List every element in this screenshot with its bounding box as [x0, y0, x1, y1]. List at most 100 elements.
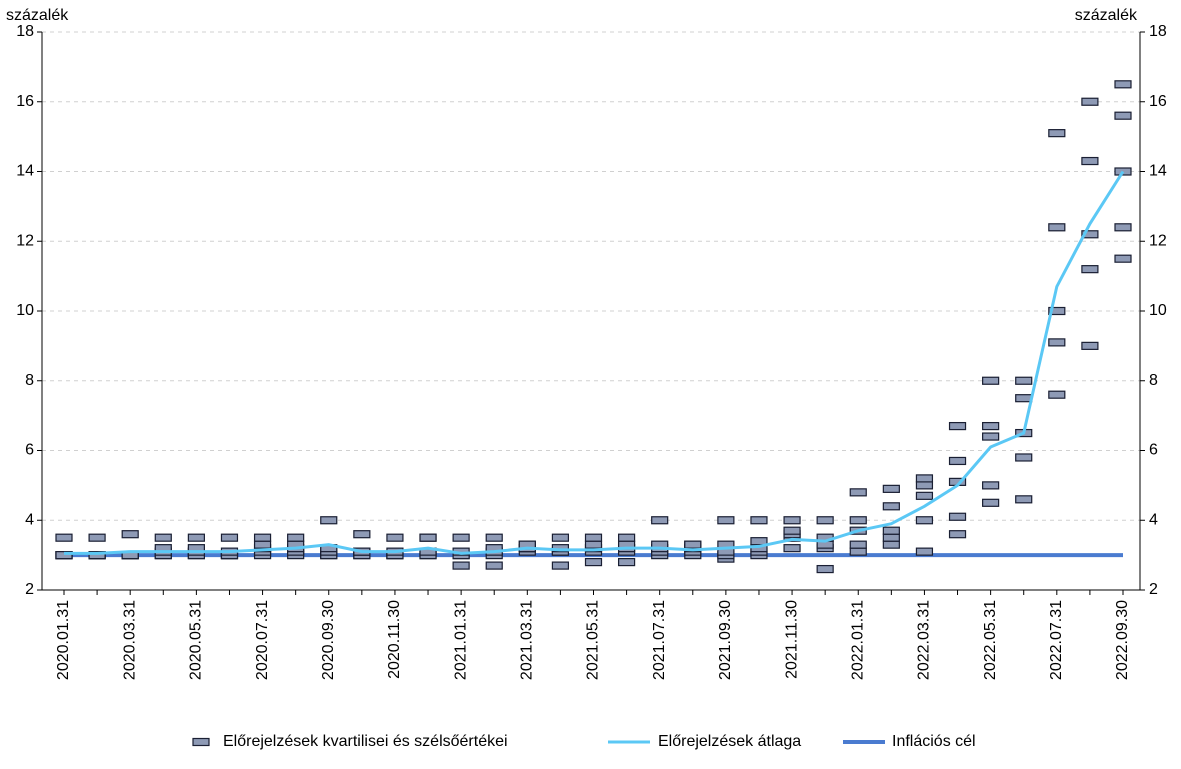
quartile-marker: [551, 561, 570, 570]
quartile-marker: [55, 533, 73, 542]
y2-tick-label: 10: [1149, 302, 1167, 319]
quartile-marker: [353, 530, 371, 539]
quartile-marker: [849, 488, 867, 497]
quartile-marker: [1114, 111, 1132, 120]
y-tick-label: 6: [25, 442, 34, 459]
quartile-marker: [88, 551, 106, 560]
quartile-marker: [88, 533, 106, 542]
y2-tick-label: 16: [1149, 93, 1167, 110]
quartile-marker: [485, 561, 503, 570]
quartile-marker: [1015, 495, 1033, 504]
quartile-marker: [1114, 223, 1132, 232]
quartile-marker: [982, 432, 1000, 441]
quartile-marker: [816, 564, 834, 574]
quartile-marker: [1048, 338, 1066, 347]
quartile-marker: [1114, 80, 1132, 89]
quartile-marker: [882, 526, 900, 535]
quartile-marker: [1015, 394, 1033, 403]
quartile-marker: [684, 540, 702, 549]
quartile-marker: [915, 491, 934, 500]
quartile-marker: [617, 533, 636, 542]
quartile-marker: [882, 540, 900, 549]
legend-label: Előrejelzések átlaga: [658, 733, 801, 750]
quartile-marker: [287, 533, 305, 542]
y2-tick-label: 6: [1149, 442, 1158, 459]
x-tick-label: 2021.07.31: [651, 600, 668, 680]
y-tick-label: 4: [25, 511, 34, 528]
quartile-marker: [386, 533, 404, 542]
quartile-marker: [882, 484, 900, 493]
quartile-marker: [982, 376, 1000, 385]
quartile-marker: [253, 540, 272, 549]
x-tick-label: 2021.05.31: [585, 600, 602, 680]
quartile-marker: [948, 421, 967, 431]
quartile-marker: [982, 421, 1000, 431]
legend-label: Inflációs cél: [892, 733, 976, 750]
y2-tick-label: 8: [1149, 372, 1158, 389]
quartile-marker: [915, 474, 934, 483]
quartile-marker: [915, 481, 934, 490]
quartile-marker: [121, 530, 139, 539]
quartile-marker: [1081, 265, 1099, 274]
quartile-marker: [915, 516, 934, 525]
quartile-marker: [816, 516, 834, 525]
x-tick-label: 2021.11.30: [783, 600, 800, 679]
x-tick-label: 2020.03.31: [121, 600, 138, 680]
x-tick-label: 2021.09.30: [717, 600, 734, 680]
quartile-marker: [1015, 376, 1033, 385]
quartile-marker: [882, 502, 900, 511]
x-tick-label: 2022.07.31: [1048, 600, 1065, 680]
quartile-marker: [982, 498, 1000, 507]
x-tick-label: 2020.09.30: [320, 600, 337, 680]
x-tick-label: 2020.11.30: [386, 600, 403, 679]
quartile-marker: [419, 533, 437, 542]
x-tick-label: 2020.01.31: [55, 600, 72, 680]
quartile-marker: [220, 533, 239, 542]
series-line: [64, 170, 1125, 555]
quartile-marker: [982, 481, 1000, 490]
quartile-marker: [783, 516, 801, 525]
quartile-marker: [617, 557, 636, 567]
quartile-marker: [452, 533, 470, 542]
y2-tick-label: 14: [1149, 163, 1167, 180]
quartile-marker: [849, 540, 867, 549]
y2-axis-label: százalék: [1075, 7, 1138, 24]
quartile-marker: [849, 547, 867, 556]
x-tick-label: 2022.09.30: [1114, 600, 1131, 680]
x-tick-label: 2020.07.31: [254, 600, 271, 680]
x-tick-label: 2020.05.31: [188, 600, 205, 680]
quartile-marker: [948, 456, 967, 466]
quartile-marker: [253, 533, 272, 542]
y-tick-label: 18: [16, 23, 34, 40]
quartile-marker: [1081, 230, 1099, 239]
quartile-marker: [750, 516, 768, 525]
quartile-marker: [783, 526, 801, 535]
x-tick-label: 2021.03.31: [519, 600, 536, 680]
y-axis-label: százalék: [6, 7, 69, 24]
quartile-marker: [1048, 223, 1066, 232]
y-tick-label: 14: [16, 163, 34, 180]
quartile-marker: [1081, 156, 1099, 166]
quartile-marker: [551, 533, 570, 542]
quartile-marker: [154, 533, 172, 542]
quartile-marker: [849, 516, 867, 525]
x-tick-label: 2022.01.31: [849, 600, 866, 680]
legend-marker: [192, 737, 210, 747]
y2-tick-label: 4: [1149, 511, 1158, 528]
quartile-marker: [1081, 341, 1099, 350]
quartile-marker: [915, 547, 934, 556]
quartile-marker: [485, 533, 503, 542]
quartile-marker: [948, 530, 967, 539]
y-tick-label: 16: [16, 93, 34, 110]
quartile-marker: [55, 551, 73, 560]
x-tick-label: 2021.01.31: [452, 600, 469, 680]
legend-label: Előrejelzések kvartilisei és szélsőérték…: [223, 733, 508, 750]
quartile-marker: [948, 512, 967, 521]
y2-tick-label: 18: [1149, 23, 1167, 40]
quartile-marker: [783, 544, 801, 553]
quartile-marker: [651, 516, 669, 525]
quartile-marker: [1015, 453, 1033, 462]
quartile-marker: [1048, 390, 1066, 399]
y-tick-label: 8: [25, 372, 34, 389]
